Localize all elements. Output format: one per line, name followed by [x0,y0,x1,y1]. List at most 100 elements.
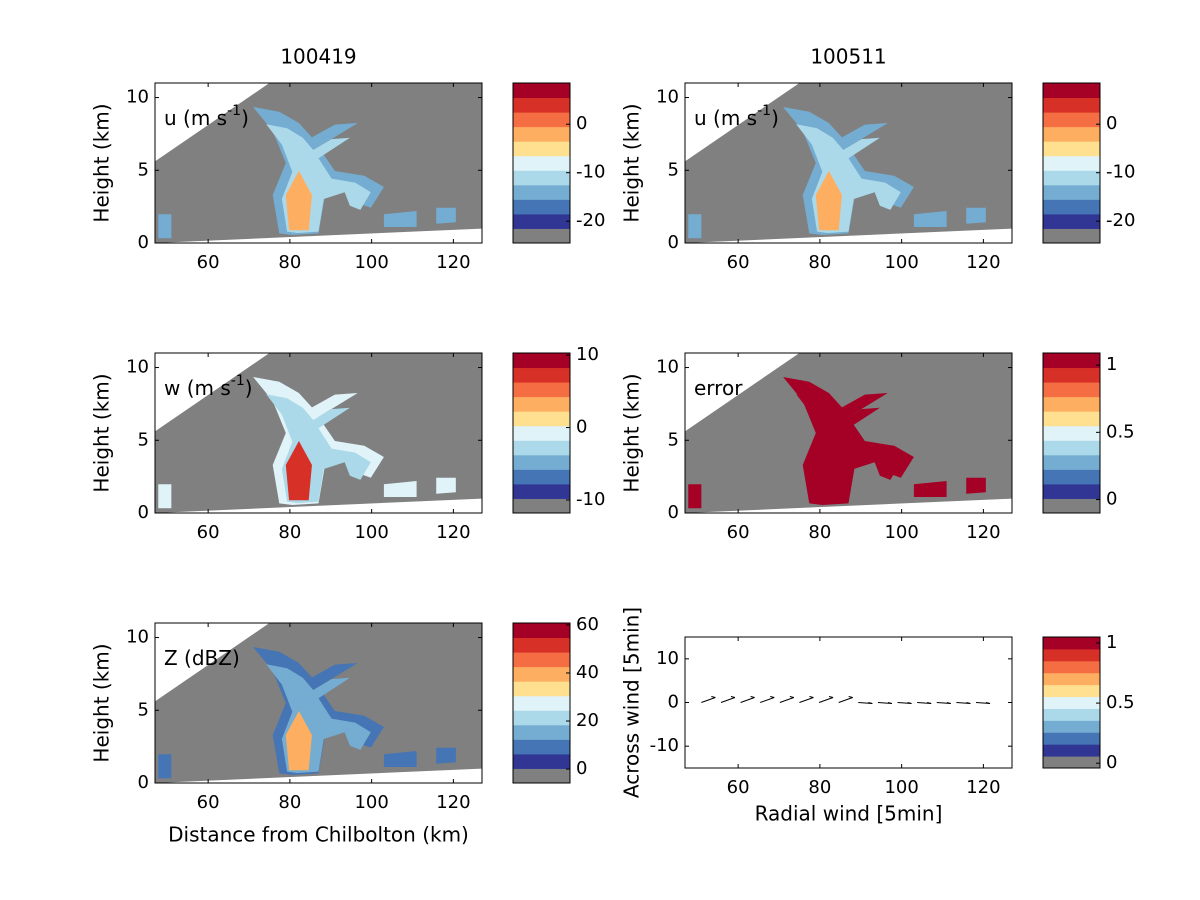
echo-cell [688,484,702,509]
colorbar-bin [1043,469,1100,485]
y-tick-label: 10 [656,87,679,108]
colorbar-bin [1043,353,1100,369]
colorbar-bin [1043,720,1100,733]
colorbar-bin [513,440,570,456]
axes-box [684,82,1013,244]
panel-label: w (m s-1) [164,373,253,400]
echo-cell [913,481,947,497]
y-tick-label: 5 [668,429,679,450]
colorbar-bin [1043,396,1100,412]
echo-core [815,171,842,231]
x-tick-label: 120 [966,522,1000,543]
y-tick-label: 0 [138,502,149,523]
x-tick-label: 100 [354,522,388,543]
arrow-head [907,702,912,704]
sky-mask [685,353,800,432]
colorbar-tick-label: -20 [576,210,605,231]
colorbar-bin [1043,672,1100,686]
echo-cell [966,477,986,494]
arrow [740,697,755,703]
colorbar-bin [513,454,570,470]
echo-cell [436,207,456,224]
ground-mask [155,768,482,783]
x-tick-label: 120 [966,777,1000,798]
y-axis-label: Height (km) [90,373,114,492]
colorbar-tick-label: 0 [576,758,587,779]
arrow [838,697,853,703]
echo-cell [966,207,986,224]
colorbar-bin [1043,184,1100,200]
colorbar-bin [513,141,570,157]
x-tick-label: 100 [884,252,918,273]
colorbar-bin [513,637,570,653]
colorbar-bin [513,710,570,726]
echo-cell [158,214,172,239]
colorbar-bin [513,681,570,697]
colorbar-bin [1043,732,1100,745]
colorbar-bin [513,498,570,514]
colorbar-bin [513,170,570,186]
arrow-head [809,696,814,698]
colorbar-tick-label: -10 [1106,162,1135,183]
x-tick-label: 80 [278,522,301,543]
y-tick-label: 0 [668,692,679,713]
echo-core [285,441,312,501]
colorbar-tick-label: 0 [1106,752,1117,773]
arrow-head [946,702,951,704]
plot-area [685,83,1012,243]
ground-mask [155,498,482,513]
x-tick-label: 80 [808,252,831,273]
colorbar-bin [513,213,570,229]
y-tick-label: -10 [650,735,679,756]
arrow [701,697,716,703]
colorbar-bin [1043,744,1100,757]
label-end: ) [771,106,779,130]
colorbar-bin [513,382,570,398]
panel-label: u (m s-1) [164,103,249,130]
x-tick-label: 100 [354,252,388,273]
colorbar-tick-label: -10 [576,162,605,183]
colorbar-bin [513,483,570,499]
colorbar-tick-label: 1 [1106,632,1117,653]
label-text: u (m s [694,106,757,130]
colorbar-bin [1043,440,1100,456]
plot-area [155,353,482,513]
label-text: Z (dBZ) [164,646,240,670]
label-superscript: -1 [227,103,241,119]
arrow-head [848,696,853,698]
echo-cell [383,751,417,767]
y-tick-label: 10 [126,87,149,108]
echo-cell [158,754,172,779]
colorbar-bin [513,425,570,441]
ground-mask [155,228,482,243]
colorbar-tick-label: 0.5 [1106,421,1135,442]
colorbar-tick-label: 40 [576,662,599,683]
label-end: ) [245,376,253,400]
y-tick-label: 10 [656,357,679,378]
colorbar-bin [1043,83,1100,99]
colorbar-bin [513,724,570,740]
colorbar-bin [513,623,570,639]
y-tick-label: 5 [138,429,149,450]
colorbar-box [1042,352,1101,514]
colorbar-bin [1043,483,1100,499]
x-tick-label: 60 [197,522,220,543]
colorbar-tick-label: 0 [576,417,587,438]
colorbar-bin [1043,228,1100,244]
arrow-head [985,702,991,704]
y-tick-label: 10 [126,627,149,648]
colorbar-bin [1043,411,1100,427]
panel-label: u (m s-1) [694,103,779,130]
label-text: u (m s [164,106,227,130]
colorbar-bin [1043,112,1100,128]
x-tick-label: 120 [436,522,470,543]
arrow [760,697,775,703]
colorbar-bin [513,666,570,682]
axes-box [154,352,483,514]
colorbar-bin [1043,498,1100,514]
colorbar-bin [513,411,570,427]
colorbar-box [512,622,571,784]
ground-mask [685,228,1012,243]
y-tick-label: 0 [668,232,679,253]
